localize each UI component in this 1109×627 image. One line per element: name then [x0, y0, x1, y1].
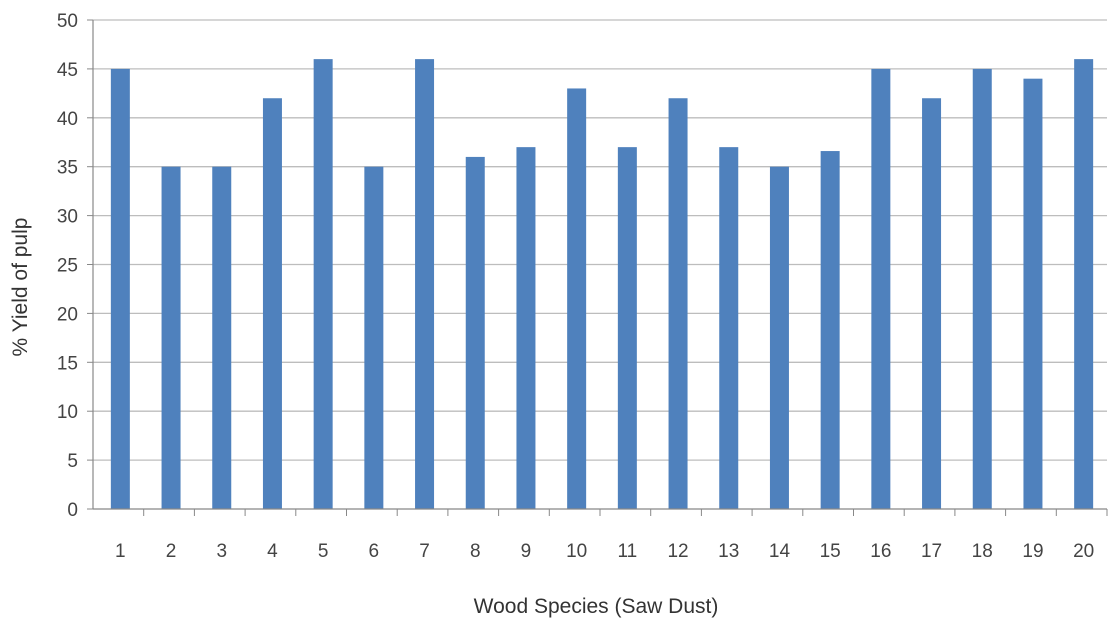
y-tick-label: 30: [57, 207, 78, 228]
y-tick-label: 5: [67, 451, 78, 472]
x-axis-title: Wood Species (Saw Dust): [474, 595, 719, 618]
bar: [922, 98, 942, 510]
y-tick-label: 45: [57, 60, 78, 81]
bar: [415, 59, 435, 510]
bar: [668, 98, 688, 510]
y-tick-labels: 0 5 10 15 20 25 30 35 40 45 50: [57, 11, 78, 521]
x-tick-label: 3: [216, 541, 227, 562]
x-tick-label: 6: [369, 541, 380, 562]
x-tick-label: 20: [1073, 541, 1094, 562]
bar: [769, 166, 789, 509]
y-tick-label: 25: [57, 256, 78, 277]
x-tick-label: 12: [667, 541, 688, 562]
bar: [1023, 78, 1043, 510]
bar: [212, 166, 232, 509]
x-tick-label: 17: [921, 541, 942, 562]
bar: [364, 166, 384, 509]
bar: [262, 98, 282, 510]
y-axis-title: % Yield of pulp: [9, 218, 32, 357]
x-tick-label: 7: [419, 541, 430, 562]
grid-lines: [93, 19, 1107, 461]
bar: [972, 68, 992, 510]
bar: [567, 88, 587, 510]
bar: [465, 156, 485, 510]
bars: [110, 59, 1094, 510]
bar: [820, 151, 840, 509]
bar: [1074, 59, 1094, 510]
bar: [617, 147, 637, 509]
x-tick-label: 9: [521, 541, 532, 562]
x-tick-label: 4: [267, 541, 278, 562]
bar: [161, 166, 181, 509]
x-tick-label: 19: [1022, 541, 1043, 562]
x-tick-label: 5: [318, 541, 329, 562]
axes: [87, 19, 1108, 516]
x-tick-label: 16: [870, 541, 891, 562]
x-tick-label: 15: [820, 541, 841, 562]
x-tick-label: 13: [718, 541, 739, 562]
bar: [313, 59, 333, 510]
x-tick-label: 18: [972, 541, 993, 562]
y-tick-label: 15: [57, 353, 78, 374]
x-tick-label: 10: [566, 541, 587, 562]
x-tick-labels: 1 2 3 4 5 6 7 8 9 10 11 12 13 14 15 16 17 18 19 20: [115, 541, 1094, 562]
y-tick-label: 20: [57, 304, 78, 325]
x-tick-label: 14: [769, 541, 791, 562]
y-tick-label: 0: [67, 500, 78, 521]
y-tick-label: 35: [57, 158, 78, 179]
bar: [110, 68, 130, 510]
y-tick-label: 40: [57, 109, 78, 130]
bar: [871, 68, 891, 510]
x-tick-label: 2: [166, 541, 177, 562]
y-tick-label: 10: [57, 402, 78, 423]
bar: [516, 147, 536, 509]
x-tick-label: 1: [115, 541, 126, 562]
x-tick-label: 11: [617, 541, 637, 562]
x-tick-label: 8: [470, 541, 481, 562]
y-tick-label: 50: [57, 11, 78, 32]
bar: [719, 147, 739, 509]
